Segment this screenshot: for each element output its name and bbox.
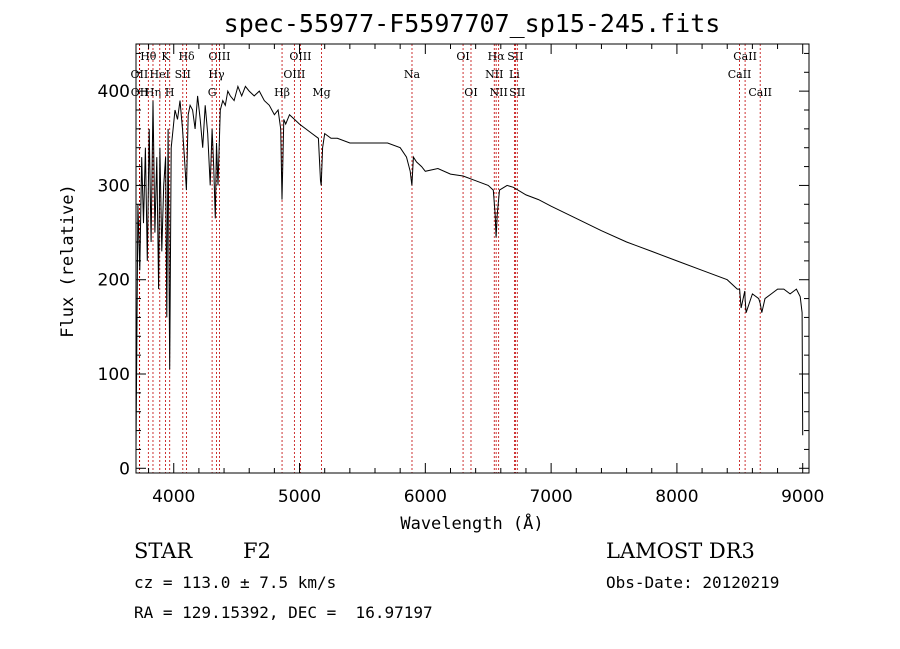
object-type: STAR bbox=[134, 539, 193, 563]
spectral-line-label: G bbox=[208, 86, 217, 99]
spectral-line-label: CaII bbox=[748, 86, 772, 99]
x-axis-label: Wavelength (Å) bbox=[400, 512, 543, 534]
spectral-line-label: K bbox=[161, 50, 170, 63]
observation-date: Obs-Date: 20120219 bbox=[606, 573, 780, 592]
spectral-line-label: OI bbox=[464, 86, 477, 99]
coordinates-text: RA = 129.15392, DEC = 16.97197 bbox=[134, 603, 433, 622]
spectral-line-label: NII bbox=[485, 68, 503, 81]
spectral-line-label: Hδ bbox=[178, 50, 195, 63]
spectral-line-label: NII bbox=[490, 86, 508, 99]
spectral-line-label: SII bbox=[175, 68, 191, 81]
spectral-line-label: Mg bbox=[312, 86, 330, 99]
spectral-line-label: OII bbox=[131, 68, 149, 81]
spectral-line-label: OIII bbox=[289, 50, 311, 63]
chart-title: spec-55977-F5597707_sp15-245.fits bbox=[224, 9, 721, 38]
spectral-line-label: CaII bbox=[733, 50, 757, 63]
y-tick-label: 300 bbox=[98, 176, 130, 196]
object-subclass: F2 bbox=[243, 539, 271, 563]
x-tick-label: 6000 bbox=[404, 487, 447, 507]
survey-name: LAMOST DR3 bbox=[606, 539, 755, 563]
x-tick-label: 5000 bbox=[278, 487, 321, 507]
y-tick-label: 100 bbox=[98, 365, 130, 385]
spectral-line-label: H bbox=[165, 86, 175, 99]
y-axis: 0 100 200 300 400 bbox=[98, 52, 809, 479]
spectral-line-label: SII bbox=[507, 50, 523, 63]
spectral-line-label: Hθ bbox=[140, 50, 157, 63]
y-tick-label: 0 bbox=[119, 459, 130, 479]
spectral-line-label: Hα bbox=[488, 50, 506, 63]
plot-frame bbox=[135, 43, 810, 474]
y-tick-label: 200 bbox=[98, 271, 130, 291]
spectral-line-label: CaII bbox=[728, 68, 752, 81]
spectral-line-label: Hβ bbox=[274, 86, 290, 99]
spectral-line-label: OI bbox=[456, 50, 469, 63]
spectral-line-label: Hη bbox=[145, 86, 161, 99]
redshift-text: cz = 113.0 ± 7.5 km/s bbox=[134, 573, 337, 592]
y-tick-label: 400 bbox=[98, 82, 130, 102]
x-axis: 4000 5000 6000 7000 8000 9000 bbox=[148, 44, 824, 507]
spectral-line-label: OIII bbox=[283, 68, 305, 81]
spectral-line-label: OIII bbox=[208, 50, 230, 63]
spectral-line-label: Hγ bbox=[208, 68, 225, 81]
spectral-line-label: Li bbox=[509, 68, 520, 81]
spectral-line-label: SII bbox=[509, 86, 525, 99]
spectral-line-label: HeI bbox=[150, 68, 170, 81]
y-axis-label: Flux (relative) bbox=[58, 184, 78, 338]
spectrum-line bbox=[135, 84, 804, 450]
x-tick-label: 4000 bbox=[152, 487, 195, 507]
spectral-line-label: Na bbox=[404, 68, 421, 81]
x-tick-label: 7000 bbox=[529, 487, 572, 507]
x-tick-label: 8000 bbox=[655, 487, 698, 507]
x-tick-label: 9000 bbox=[781, 487, 824, 507]
spectral-line-label: OII bbox=[131, 86, 149, 99]
